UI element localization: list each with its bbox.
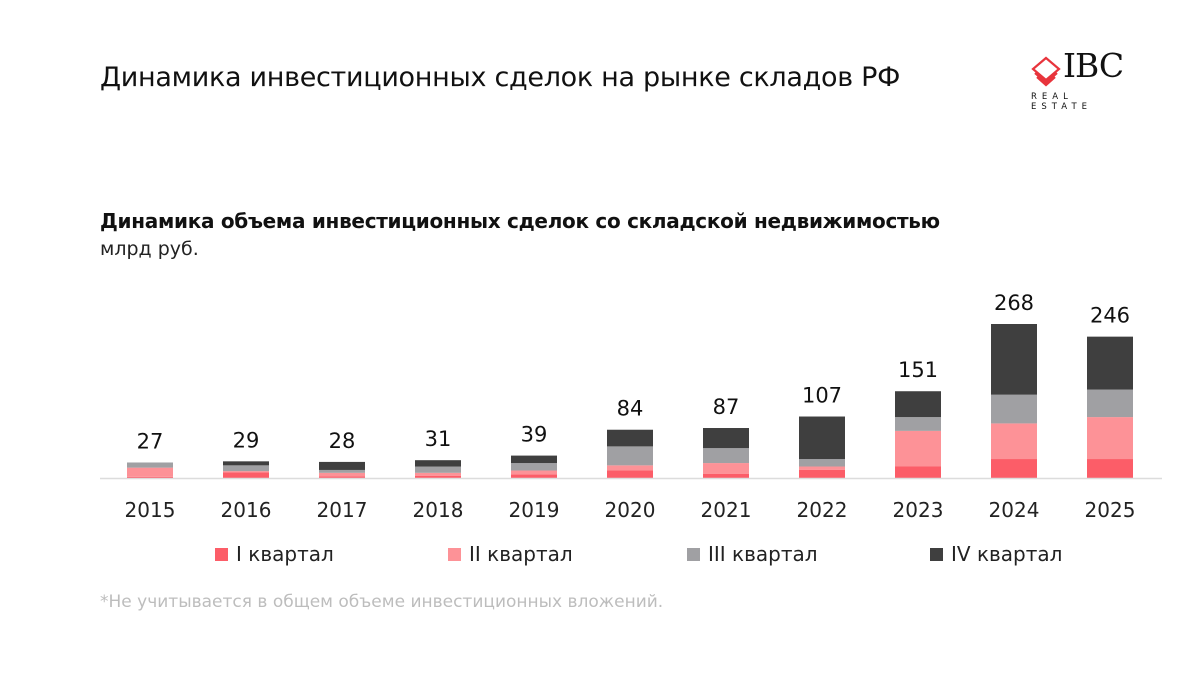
x-tick-label: 2022 [797,498,848,522]
legend-label: I квартал [236,542,334,566]
bar-segment-q3 [895,417,941,431]
bar-segment-q3 [223,465,269,472]
bar-segment-q4 [511,455,557,464]
bar-segment-q2 [703,463,749,474]
x-tick-label: 2015 [125,498,176,522]
legend-swatch [448,547,461,561]
bar-segment-q4 [1087,336,1133,390]
bar-segment-q1 [415,475,461,478]
bar-segment-q2 [415,472,461,476]
bar-segment-q3 [703,448,749,464]
legend-swatch [930,547,943,561]
bar-segment-q2 [895,430,941,467]
bar-segment-q1 [607,470,653,478]
total-label: 246 [1090,304,1130,328]
x-tick-label: 2016 [221,498,272,522]
legend-item: IV квартал [930,542,1062,566]
bar-segment-q3 [607,446,653,466]
bar-segment-q1 [319,476,365,478]
page-title: Динамика инвестиционных сделок на рынке … [100,62,901,93]
legend: I квартал II квартал III квартал IV квартал [0,542,1200,568]
total-label: 31 [425,427,452,451]
total-label: 151 [898,358,938,382]
total-label: 28 [329,429,356,453]
bar-segment-q4 [415,460,461,467]
total-label: 39 [521,423,548,447]
x-tick-label: 2019 [509,498,560,522]
bar-segment-q4 [223,461,269,466]
legend-item: II квартал [448,542,573,566]
x-tick-label: 2025 [1085,498,1136,522]
total-label: 107 [802,384,842,408]
legend-label: III квартал [708,542,818,566]
chart-unit: млрд руб. [100,238,199,260]
chart-title: Динамика объема инвестиционных сделок со… [100,209,940,233]
bar-segment-q2 [799,466,845,470]
total-label: 84 [617,397,644,421]
bar-segment-q2 [511,470,557,475]
bar-segment-q1 [223,472,269,478]
bar-segment-q1 [1087,459,1133,478]
logo-layers-icon [1031,56,1061,87]
logo-word: IBC [1063,46,1124,85]
x-tick-label: 2021 [701,498,752,522]
bar-segment-q1 [799,469,845,478]
bar-segment-q2 [991,423,1037,460]
bar-segment-q2 [223,471,269,473]
x-tick-label: 2017 [317,498,368,522]
bar-segment-q2 [127,467,173,477]
bar-segment-q4 [895,391,941,418]
total-label: 87 [713,395,740,419]
bar-segment-q3 [799,459,845,467]
bar-segment-q2 [1087,417,1133,460]
bar-segment-q3 [1087,389,1133,418]
bar-segment-q2 [319,472,365,477]
bar-segment-q2 [607,465,653,471]
bar-segment-q1 [991,459,1037,478]
bar-segment-q1 [511,474,557,478]
bar-segment-q3 [415,466,461,473]
legend-item: I квартал [215,542,334,566]
total-label: 268 [994,291,1034,315]
total-label: 29 [233,428,260,452]
legend-swatch [687,547,700,561]
bar-segment-q3 [127,462,173,468]
bar-segment-q4 [607,429,653,447]
ibc-logo: IBC REAL ESTATE [1030,46,1140,112]
x-tick-label: 2023 [893,498,944,522]
bar-segment-q1 [703,473,749,478]
total-label: 27 [137,429,164,453]
x-tick-label: 2020 [605,498,656,522]
bar-segment-q1 [895,466,941,478]
stacked-bar-chart: 27 2015 29 2016 28 2017 31 2018 39 2019 84 2020 87 20… [100,291,1162,522]
legend-item: III квартал [687,542,818,566]
bar-segment-q4 [799,416,845,460]
legend-label: II квартал [469,542,573,566]
x-tick-label: 2018 [413,498,464,522]
bar-segment-q4 [703,428,749,449]
bar-segment-q1 [127,476,173,478]
bar-segment-q3 [319,469,365,473]
footnote: *Не учитывается в общем объеме инвестици… [100,592,664,612]
bar-segment-q4 [319,461,365,470]
legend-swatch [215,547,228,561]
x-tick-label: 2024 [989,498,1040,522]
bar-segment-q4 [991,324,1037,395]
bar-segment-q3 [511,463,557,471]
legend-label: IV квартал [951,542,1063,566]
logo-subtitle: REAL ESTATE [1031,92,1093,112]
bar-segment-q3 [991,394,1037,424]
